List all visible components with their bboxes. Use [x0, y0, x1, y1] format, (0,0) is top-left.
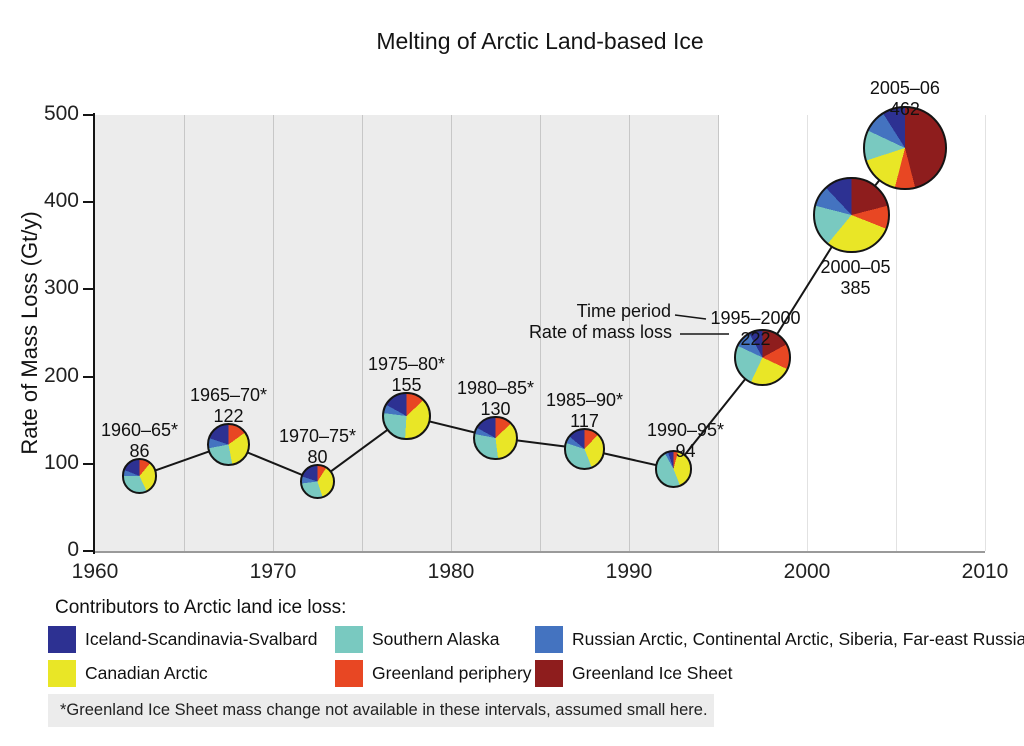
legend-swatch: [335, 626, 363, 653]
y-tick: [83, 201, 93, 204]
legend-item-label: Canadian Arctic: [85, 663, 208, 683]
data-point-pie: [863, 106, 947, 190]
data-point-label: 2000–05 385: [820, 257, 891, 299]
gridline: [361, 115, 363, 551]
y-tick-label: 500: [43, 102, 79, 125]
callout-label: Time period: [576, 301, 671, 321]
footnote: *Greenland Ice Sheet mass change not ava…: [48, 694, 714, 727]
data-point-pie: [121, 458, 158, 494]
legend-item-label: Southern Alaska: [372, 629, 500, 649]
x-tick-label: 2010: [961, 560, 1009, 583]
legend-item: Russian Arctic, Continental Arctic, Sibe…: [535, 626, 1024, 653]
y-tick-label: 200: [43, 363, 79, 387]
y-tick: [83, 114, 93, 116]
legend-heading: Contributors to Arctic land ice loss:: [55, 597, 347, 618]
y-tick-label: 0: [67, 538, 79, 561]
legend-swatch: [535, 626, 563, 653]
y-tick-label: 400: [43, 189, 79, 213]
legend-item-label: Russian Arctic, Continental Arctic, Sibe…: [572, 629, 1024, 649]
x-tick-label: 1980: [427, 560, 475, 583]
data-point-label: 1960–65* 86: [100, 420, 179, 462]
data-point-pie: [207, 423, 250, 467]
data-point-label: 1970–75* 80: [278, 426, 357, 468]
x-tick-label: 1970: [249, 560, 297, 583]
x-axis-line: [93, 551, 985, 553]
legend-swatch: [48, 626, 76, 653]
legend-item-label: Greenland periphery: [372, 663, 532, 683]
footnote-text: *Greenland Ice Sheet mass change not ava…: [60, 701, 708, 719]
data-point-pie: [654, 450, 693, 488]
data-point-pie: [300, 463, 335, 499]
gridline: [984, 115, 986, 551]
data-point-label: 1995–2000 222: [710, 307, 801, 349]
legend-swatch: [335, 660, 363, 687]
data-point-pie: [473, 415, 518, 460]
legend-item-label: Greenland Ice Sheet: [572, 663, 733, 683]
x-tick-label: 1990: [605, 560, 653, 583]
legend-swatch: [535, 660, 563, 687]
y-tick-label: 300: [43, 276, 79, 300]
x-tick-label: 2000: [783, 560, 831, 583]
legend-grid: Iceland-Scandinavia-Svalbard Southern Ala…: [48, 626, 1024, 687]
data-point-label: 1965–70* 122: [189, 385, 268, 427]
chart-title: Melting of Arctic Land-based Ice: [376, 28, 704, 54]
legend-item: Southern Alaska: [335, 626, 535, 653]
y-axis-line: [93, 113, 95, 554]
y-tick: [83, 288, 93, 291]
data-point-label: 1975–80* 155: [367, 353, 446, 395]
legend-item: Canadian Arctic: [48, 660, 335, 687]
y-tick: [83, 550, 93, 552]
gridline: [183, 115, 185, 551]
data-point-label: 1990–95* 94: [646, 420, 725, 462]
legend-item: Greenland periphery: [335, 660, 535, 687]
data-point-label: 1980–85* 130: [456, 377, 535, 419]
legend-item-label: Iceland-Scandinavia-Svalbard: [85, 629, 318, 649]
data-point-pie: [813, 177, 890, 254]
gridline: [272, 115, 274, 551]
y-tick-label: 100: [43, 450, 79, 474]
data-point-label: 1985–90* 117: [545, 390, 624, 432]
legend: Contributors to Arctic land ice loss: Ic…: [48, 597, 1024, 687]
gridline: [450, 115, 452, 551]
data-point-label: 2005–06 462: [869, 77, 940, 119]
data-point-pie: [382, 391, 431, 440]
y-tick: [83, 375, 93, 378]
legend-swatch: [48, 660, 76, 687]
legend-item: Greenland Ice Sheet: [535, 660, 1024, 687]
x-tick-label: 1960: [71, 560, 119, 583]
data-point-pie: [733, 328, 792, 387]
data-point-pie: [563, 427, 606, 470]
legend-item: Iceland-Scandinavia-Svalbard: [48, 626, 335, 653]
y-axis-label: Rate of Mass Loss (Gt/y): [17, 211, 42, 455]
y-tick: [83, 462, 93, 465]
callout-label: Rate of mass loss: [528, 322, 672, 342]
